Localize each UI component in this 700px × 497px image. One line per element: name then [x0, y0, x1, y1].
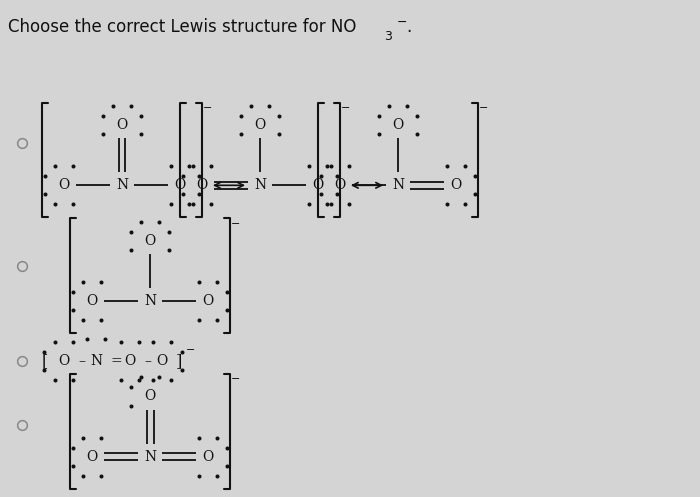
Text: O: O — [202, 450, 214, 464]
Text: O: O — [312, 178, 323, 192]
Text: O: O — [174, 178, 186, 192]
Text: O: O — [116, 118, 127, 132]
Text: N: N — [90, 354, 102, 368]
Text: −: − — [231, 374, 240, 384]
Text: O: O — [58, 178, 69, 192]
Text: N: N — [144, 450, 156, 464]
Text: ]: ] — [176, 353, 183, 370]
Text: N: N — [116, 178, 128, 192]
Text: Choose the correct Lewis structure for NO: Choose the correct Lewis structure for N… — [8, 18, 356, 36]
Text: −: − — [397, 16, 407, 29]
Text: −: − — [203, 103, 212, 113]
Text: O: O — [86, 450, 97, 464]
Text: −: − — [186, 345, 195, 355]
Text: N: N — [392, 178, 404, 192]
Text: O: O — [254, 118, 265, 132]
Text: O: O — [393, 118, 404, 132]
Text: –: – — [78, 354, 85, 368]
Text: O: O — [202, 294, 214, 308]
Text: O: O — [450, 178, 461, 192]
Text: O: O — [144, 390, 155, 404]
Text: O: O — [86, 294, 97, 308]
Text: O: O — [335, 178, 346, 192]
Text: =: = — [110, 354, 122, 368]
Text: N: N — [254, 178, 266, 192]
Text: N: N — [144, 294, 156, 308]
Text: O: O — [156, 354, 167, 368]
Text: O: O — [125, 354, 136, 368]
Text: −: − — [231, 219, 240, 229]
Text: .: . — [406, 18, 411, 36]
Text: –: – — [144, 354, 151, 368]
Text: O: O — [58, 354, 69, 368]
Text: O: O — [144, 234, 155, 248]
Text: O: O — [197, 178, 208, 192]
Text: −: − — [479, 103, 489, 113]
Text: [: [ — [42, 353, 48, 370]
Text: 3: 3 — [384, 30, 392, 43]
Text: −: − — [341, 103, 351, 113]
